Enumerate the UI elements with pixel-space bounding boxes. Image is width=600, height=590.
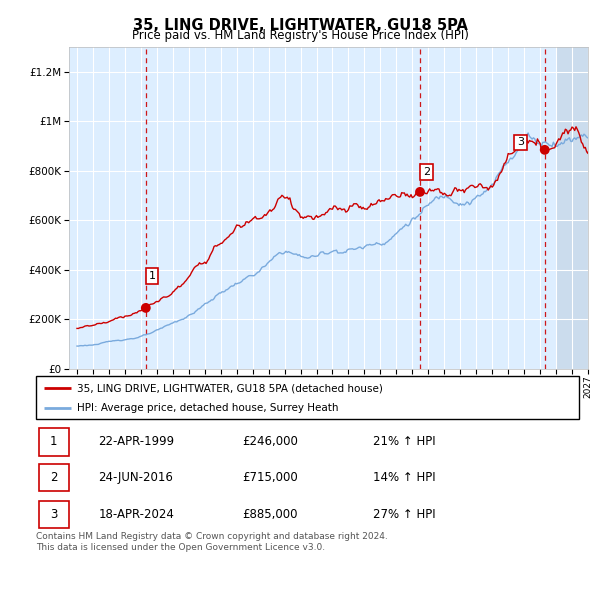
FancyBboxPatch shape bbox=[36, 376, 579, 419]
Text: 24-JUN-2016: 24-JUN-2016 bbox=[98, 471, 173, 484]
Text: 1: 1 bbox=[50, 435, 58, 448]
Text: 27% ↑ HPI: 27% ↑ HPI bbox=[373, 508, 435, 521]
Text: 14% ↑ HPI: 14% ↑ HPI bbox=[373, 471, 435, 484]
Text: 2: 2 bbox=[423, 167, 430, 177]
Point bbox=[141, 303, 151, 313]
Text: 18-APR-2024: 18-APR-2024 bbox=[98, 508, 175, 521]
Text: 22-APR-1999: 22-APR-1999 bbox=[98, 435, 175, 448]
Text: 3: 3 bbox=[50, 508, 58, 521]
Text: 21% ↑ HPI: 21% ↑ HPI bbox=[373, 435, 435, 448]
Text: Contains HM Land Registry data © Crown copyright and database right 2024.
This d: Contains HM Land Registry data © Crown c… bbox=[36, 532, 388, 552]
FancyBboxPatch shape bbox=[39, 464, 68, 491]
Point bbox=[415, 187, 425, 196]
Text: 35, LING DRIVE, LIGHTWATER, GU18 5PA (detached house): 35, LING DRIVE, LIGHTWATER, GU18 5PA (de… bbox=[77, 384, 383, 394]
Text: HPI: Average price, detached house, Surrey Heath: HPI: Average price, detached house, Surr… bbox=[77, 404, 338, 413]
Text: £246,000: £246,000 bbox=[242, 435, 298, 448]
Text: 3: 3 bbox=[517, 137, 524, 148]
Text: Price paid vs. HM Land Registry's House Price Index (HPI): Price paid vs. HM Land Registry's House … bbox=[131, 30, 469, 42]
Text: £715,000: £715,000 bbox=[242, 471, 298, 484]
FancyBboxPatch shape bbox=[39, 428, 68, 455]
Text: 35, LING DRIVE, LIGHTWATER, GU18 5PA: 35, LING DRIVE, LIGHTWATER, GU18 5PA bbox=[133, 18, 467, 32]
Text: £885,000: £885,000 bbox=[242, 508, 298, 521]
FancyBboxPatch shape bbox=[39, 501, 68, 528]
Text: 2: 2 bbox=[50, 471, 58, 484]
Point bbox=[540, 145, 550, 155]
Text: 1: 1 bbox=[149, 271, 155, 281]
